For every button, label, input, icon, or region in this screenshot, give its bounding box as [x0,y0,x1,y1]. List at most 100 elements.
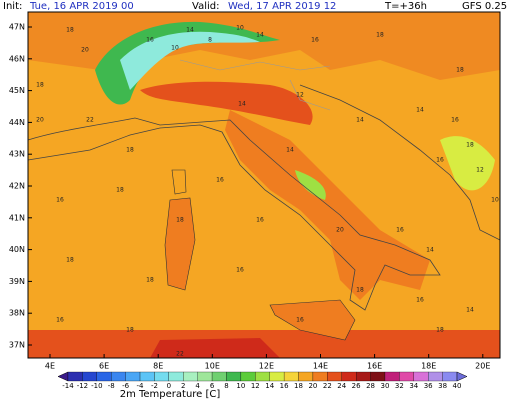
colorbar-label: 6 [210,382,215,390]
map-value-label: 16 [56,317,64,324]
map-value-label: 16 [56,197,64,204]
balkan-cool [440,136,495,191]
colorbar-label: 26 [352,382,361,390]
colorbar-label: 16 [280,382,289,390]
colorbar-segment [442,371,458,382]
valid-label: Valid: [192,1,219,12]
colorbar-label: 38 [438,382,447,390]
map-value-label: 12 [296,92,304,99]
colorbar-segment [154,371,170,382]
colorbar-label: 4 [195,382,200,390]
colorbar-segment [96,371,112,382]
colorbar-segment [111,371,126,382]
map-value-label: 22 [86,117,94,124]
colorbar-arrow-high [456,371,468,382]
lon-label: 10E [205,362,220,371]
colorbar-label: 0 [167,382,171,390]
adriatic-coast [299,84,501,241]
lon-label: 18E [421,362,436,371]
map-value-label: 16 [311,37,319,44]
colorbar-segment [240,371,256,382]
lat-label: 44N [9,118,25,127]
colorbar-segment [327,371,342,382]
sardinia [164,197,196,291]
colorbar-label: 30 [381,382,390,390]
map-value-label: 18 [116,187,124,194]
lon-label: 6E [99,362,109,371]
colorbar-segment [283,371,299,382]
corsica [171,169,187,195]
map-value-label: 14 [186,27,194,34]
map-value-label: 12 [476,167,484,174]
borders [179,59,331,111]
map-value-label: 16 [451,117,459,124]
colorbar-segment [82,371,97,382]
colorbar-segment [428,371,443,382]
lat-label: 41N [9,213,25,222]
lat-label: 38N [9,309,25,318]
init-date: Tue, 16 APR 2019 00 [29,1,134,12]
colorbar-segment [197,371,213,382]
map-value-label: 18 [376,32,384,39]
map-value-label: 14 [286,147,294,154]
colorbar-segment [399,371,414,382]
sicily [269,299,356,341]
lat-label: 42N [9,182,25,191]
map-value-label: 10 [171,45,179,52]
colorbar-segment [139,371,155,382]
valid-date: Wed, 17 APR 2019 12 [228,1,336,12]
map-value-label: 20 [36,117,44,124]
colorbar-label: 32 [395,382,404,390]
colorbar-label: 24 [337,382,346,390]
map-value-label: 18 [356,287,364,294]
colorbar-label: -14 [62,382,74,390]
colorbar-title: 2m Temperature [C] [120,389,221,400]
map-value-label: 14 [466,307,474,314]
colorbar-label: 22 [323,382,332,390]
map-value-label: 16 [216,177,224,184]
colorbar-label: -2 [151,382,158,390]
colorbar-label: 28 [366,382,375,390]
lat-label: 39N [9,277,25,286]
map-value-label: 8 [208,37,212,44]
colorbar-label: 14 [265,382,274,390]
map-value-label: 16 [236,267,244,274]
map-value-label: 18 [126,147,134,154]
colorbar-segment [341,371,357,382]
model-name: GFS 0.25 [462,1,507,12]
colorbar-segment [370,371,386,382]
init-label: Init: [3,1,22,12]
lat-label: 43N [9,150,25,159]
lat-label: 37N [9,341,25,350]
lon-label: 16E [367,362,382,371]
map-value-label: 20 [81,47,89,54]
apennine [295,170,326,200]
colorbar-label: 34 [409,382,418,390]
lon-label: 20E [475,362,490,371]
colorbar-label: 2 [181,382,185,390]
po-valley [140,81,313,125]
colorbar-label: 8 [224,382,228,390]
colorbar-segment [269,371,285,382]
map-value-label: 14 [238,101,246,108]
lon-label: 14E [313,362,328,371]
map-value-label: 18 [176,217,184,224]
lead-time: T=+36h [384,1,427,12]
map-value-label: 14 [356,117,364,124]
map-value-label: 16 [256,217,264,224]
lat-label: 40N [9,245,25,254]
map-value-label: 22 [176,351,184,358]
colorbar-segment [298,371,314,382]
colorbar-segment [226,371,242,382]
lat-label: 46N [9,54,25,63]
map-field [27,11,501,359]
coastline [27,117,441,311]
lon-label: 8E [153,362,163,371]
map-value-label: 16 [416,297,424,304]
colorbar-label: 20 [308,382,317,390]
map-value-label: 16 [146,37,154,44]
colorbar-segment [168,371,184,382]
colorbar-segment [255,371,270,382]
